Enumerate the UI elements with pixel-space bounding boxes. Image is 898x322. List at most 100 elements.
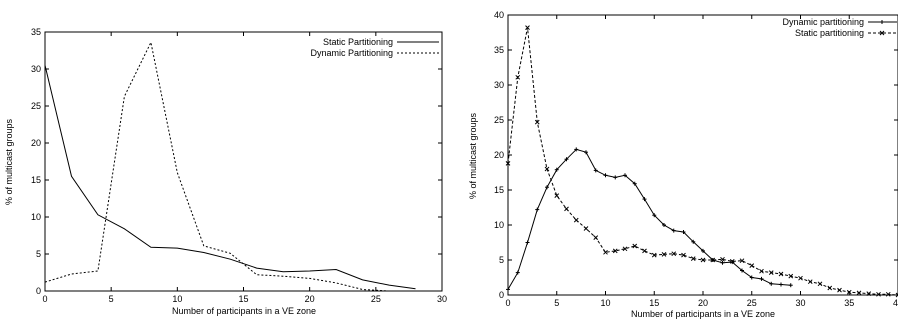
legend-label-static: Static Partitioning: [323, 37, 393, 47]
x-tick-label: 20: [698, 298, 708, 308]
data-point-plus: [671, 228, 676, 233]
data-point-plus: [564, 157, 569, 162]
data-point-cross: [505, 161, 511, 166]
x-tick-label: 10: [600, 298, 610, 308]
data-point-cross: [798, 275, 803, 281]
data-point-plus: [740, 268, 744, 273]
data-point-cross: [710, 257, 716, 263]
legend-label-dynamic: Dynamic Partitioning: [310, 48, 393, 58]
data-point-cross: [749, 263, 755, 268]
series-group: [505, 25, 898, 298]
data-point-plus: [642, 197, 647, 202]
y-axis-label: % of multicast groups: [468, 112, 478, 199]
legend: Static Partitioning Dynamic Partitioning: [310, 37, 439, 58]
data-point-cross: [564, 206, 569, 212]
x-tick-label: 15: [238, 294, 248, 304]
series-line-dynamic-partitioning: [507, 148, 791, 290]
legend-label-static: Static partitioning: [795, 28, 864, 38]
data-point-cross: [661, 252, 667, 257]
data-point-plus: [584, 150, 588, 155]
y-tick-label: 20: [494, 150, 504, 160]
series-line-dynamic-partitioning: [44, 40, 390, 292]
y-tick-label: 10: [31, 212, 41, 222]
legend: Dynamic partitioning Static partitioning: [782, 17, 897, 38]
data-point-cross: [866, 291, 872, 296]
data-point-cross: [651, 252, 657, 258]
data-point-plus: [545, 185, 549, 190]
y-axis-label: % of multicast groups: [4, 118, 14, 205]
data-point-plus: [574, 147, 579, 152]
data-point-cross: [681, 252, 686, 258]
data-point-plus: [593, 168, 598, 173]
y-tick-label: 5: [499, 255, 504, 265]
data-point-cross: [856, 290, 862, 296]
data-point-cross: [837, 287, 842, 293]
data-point-plus: [506, 287, 510, 292]
y-tick-label: 10: [494, 220, 504, 230]
data-point-cross: [817, 281, 823, 287]
data-point-plus: [769, 281, 774, 286]
data-point-plus: [535, 207, 540, 212]
data-point-cross: [885, 291, 891, 297]
ticks-group: 0 5 10 15 20 25 30 0 5 10 15 20 25 30 35: [31, 27, 447, 304]
data-point-plus: [681, 230, 686, 234]
data-point-plus: [525, 240, 530, 245]
y-tick-label: 35: [31, 27, 41, 37]
series-line-static-partitioning: [507, 27, 898, 296]
x-tick-label: 25: [747, 298, 757, 308]
data-point-cross: [544, 166, 550, 172]
x-tick-label: 35: [844, 298, 854, 308]
y-tick-label: 15: [494, 185, 504, 195]
data-point-plus: [759, 276, 764, 281]
data-point-cross: [895, 292, 898, 298]
x-tick-label: 30: [437, 294, 447, 304]
data-point-cross: [671, 251, 677, 257]
data-point-cross: [573, 217, 579, 223]
data-point-cross: [622, 246, 628, 252]
data-point-cross: [720, 256, 725, 262]
x-axis-label: Number of participants in a VE zone: [631, 309, 775, 319]
data-point-plus: [613, 175, 618, 180]
data-point-plus: [720, 260, 725, 265]
data-point-plus: [603, 173, 608, 178]
y-tick-label: 0: [499, 290, 504, 300]
data-point-plus: [788, 283, 793, 288]
data-point-plus: [515, 270, 520, 275]
series-group: [44, 40, 416, 292]
data-point-cross: [690, 256, 696, 261]
data-point-cross: [846, 289, 852, 295]
x-axis-label: Number of participants in a VE zone: [172, 306, 316, 316]
data-point-cross: [593, 235, 599, 240]
data-point-plus: [749, 275, 754, 280]
x-tick-label: 15: [649, 298, 659, 308]
data-point-cross: [525, 25, 530, 30]
legend-label-dynamic: Dynamic partitioning: [782, 17, 864, 27]
data-point-plus: [652, 213, 657, 218]
y-tick-label: 25: [494, 115, 504, 125]
x-tick-label: 10: [172, 294, 182, 304]
data-point-cross: [827, 285, 833, 291]
data-point-cross: [603, 249, 608, 255]
chart-static-vs-dynamic: 0 5 10 15 20 25 30 0 5 10 15 20 25 30 35 Number of par…: [4, 27, 447, 316]
data-point-cross: [778, 271, 784, 277]
data-point-plus: [632, 181, 637, 186]
data-point-cross: [515, 74, 521, 80]
data-point-cross: [583, 226, 589, 231]
x-tick-label: 30: [795, 298, 805, 308]
data-point-cross: [807, 279, 813, 285]
data-point-plus: [554, 167, 559, 172]
data-point-plus: [623, 173, 627, 178]
data-point-cross: [700, 257, 706, 263]
data-point-cross: [554, 193, 560, 198]
data-point-cross: [632, 243, 638, 249]
data-point-cross: [739, 258, 745, 264]
x-tick-label: 20: [305, 294, 315, 304]
x-tick-label: 5: [554, 298, 559, 308]
data-point-plus: [701, 248, 705, 253]
data-point-cross: [759, 268, 764, 274]
y-tick-label: 5: [36, 249, 41, 259]
data-point-plus: [691, 239, 696, 244]
y-tick-label: 35: [494, 45, 504, 55]
ticks-group: 0 5 10 15 20 25 30 35 40 0 5 10 15 20 25 30 35 40: [494, 10, 898, 308]
